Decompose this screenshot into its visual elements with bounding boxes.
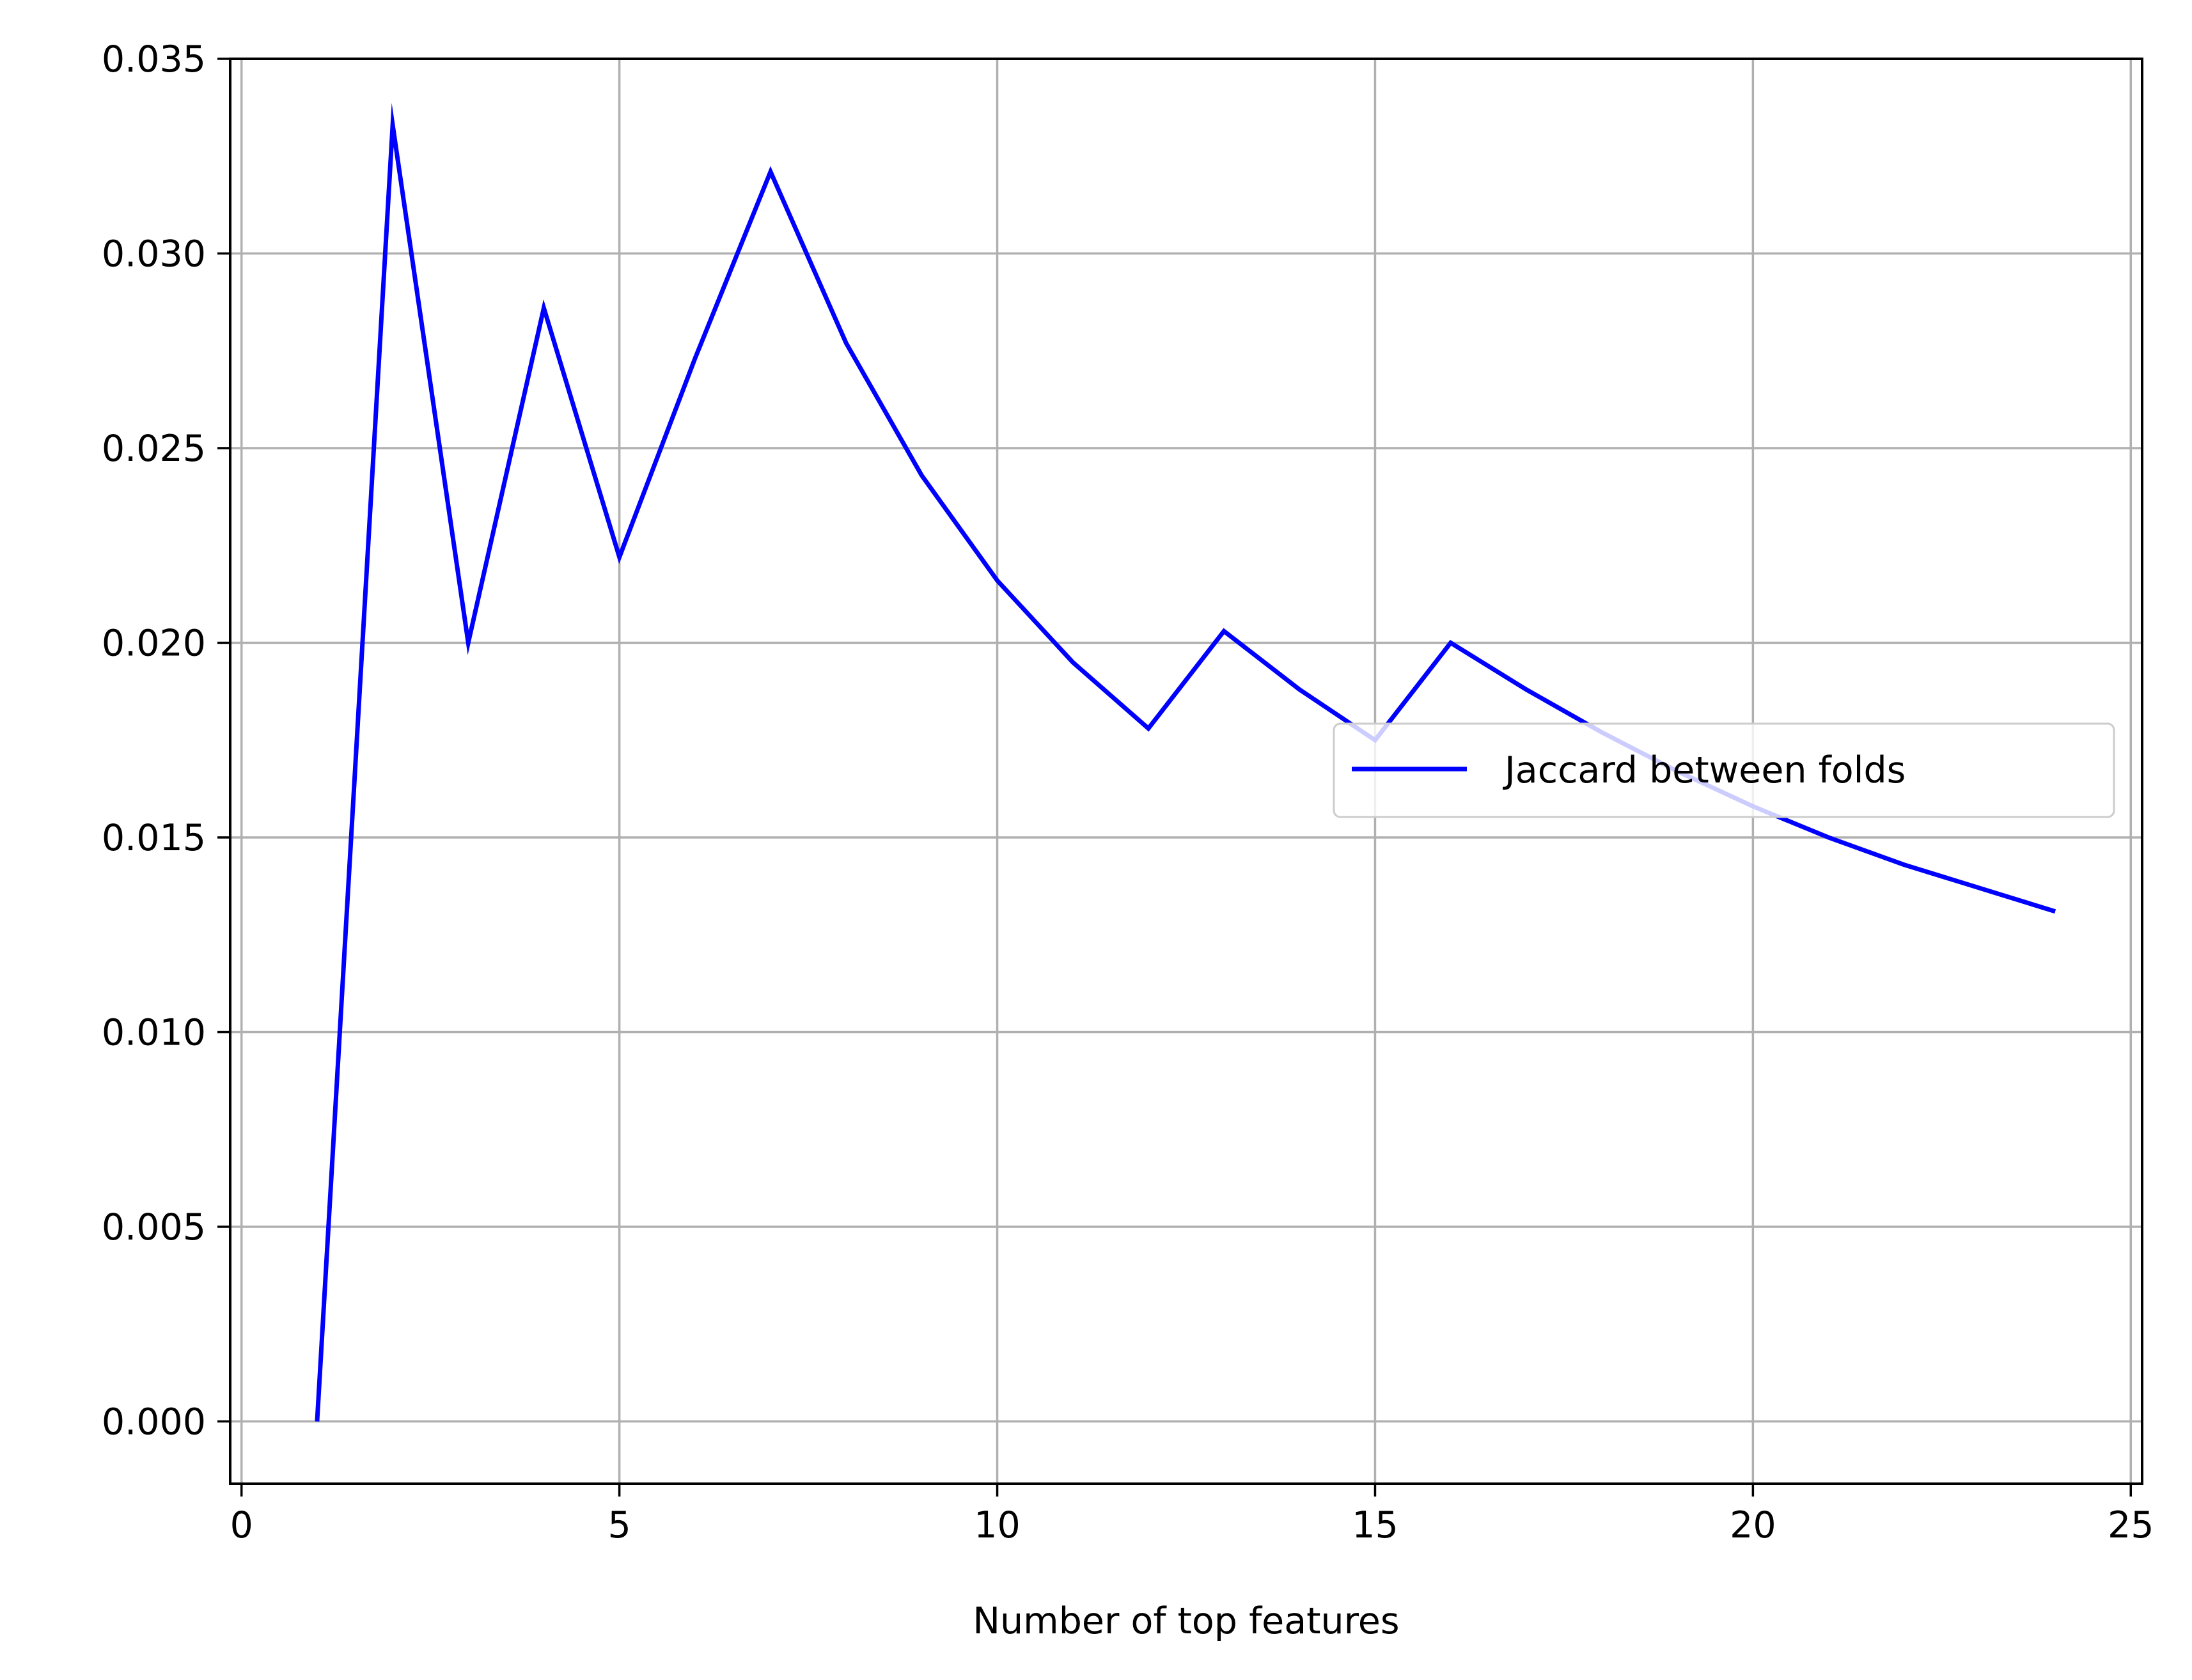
legend: Jaccard between folds <box>1333 722 2115 818</box>
x-axis-title: Number of top features <box>973 1600 1399 1642</box>
y-tick-label: 0.030 <box>102 233 206 276</box>
x-tick-label: 15 <box>1352 1504 1398 1546</box>
axis-ticks: 0 5 10 15 20 25 0.000 0.005 0.010 0.015 0.020 0.025… <box>102 38 2154 1546</box>
legend-box <box>1333 722 2115 818</box>
y-tick-label: 0.010 <box>102 1012 206 1054</box>
x-tick-label: 25 <box>2108 1504 2154 1546</box>
legend-label: Jaccard between folds <box>1503 749 1906 791</box>
x-tick-label: 5 <box>608 1504 631 1546</box>
x-tick-label: 0 <box>230 1504 253 1546</box>
y-tick-label: 0.000 <box>102 1401 206 1443</box>
x-tick-label: 10 <box>974 1504 1021 1546</box>
plot-frame <box>229 58 2143 1485</box>
y-tick-label: 0.020 <box>102 623 206 665</box>
y-tick-label: 0.035 <box>102 38 206 81</box>
y-tick-label: 0.025 <box>102 428 206 470</box>
y-tick-label: 0.015 <box>102 817 206 859</box>
y-tick-label: 0.005 <box>102 1206 206 1248</box>
x-tick-label: 20 <box>1730 1504 1776 1546</box>
